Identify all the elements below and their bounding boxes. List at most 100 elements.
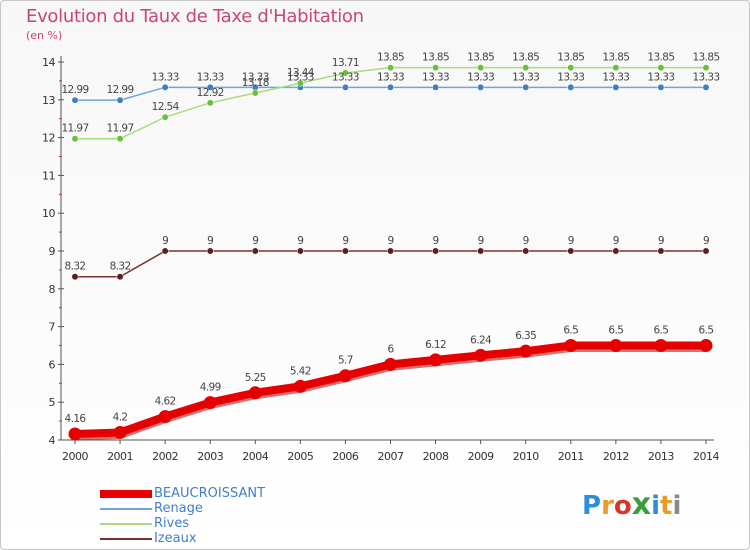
data-label: 6.24 — [470, 334, 492, 346]
data-point — [702, 64, 710, 72]
data-point — [702, 247, 710, 255]
data-label: 6.12 — [425, 339, 446, 351]
x-tick-label: 2003 — [197, 450, 223, 463]
data-point — [387, 64, 394, 72]
data-label: 13.33 — [287, 71, 314, 83]
data-point — [432, 64, 440, 72]
data-label: 6.5 — [653, 325, 668, 337]
data-label: 13.18 — [242, 77, 269, 89]
data-point — [612, 64, 620, 72]
data-point — [296, 79, 304, 87]
data-point — [477, 64, 485, 72]
data-label: 13.33 — [377, 71, 404, 83]
data-point — [71, 135, 79, 143]
legend-swatch — [100, 523, 152, 525]
legend-label: BEAUCROISSANT — [154, 486, 266, 501]
data-point — [567, 64, 575, 72]
logo-letter: r — [601, 491, 614, 521]
data-label: 11.97 — [61, 123, 88, 135]
data-label: 9 — [703, 235, 709, 247]
data-point — [161, 83, 169, 91]
data-label: 13.44 — [287, 67, 315, 79]
data-label: 6.5 — [699, 325, 714, 337]
legend-label: Izeaux — [154, 531, 197, 546]
data-point — [522, 83, 530, 91]
data-label: 13.33 — [602, 71, 629, 83]
y-tick-label: 5 — [49, 396, 56, 409]
data-label: 9 — [658, 235, 664, 247]
data-label: 13.85 — [512, 52, 539, 64]
data-label: 9 — [342, 235, 348, 247]
data-point — [657, 64, 665, 72]
data-point — [609, 339, 623, 352]
data-point — [702, 83, 710, 91]
data-point — [384, 357, 397, 371]
data-point — [203, 396, 217, 410]
data-label: 4.16 — [65, 413, 87, 425]
data-point — [293, 379, 307, 393]
data-point — [341, 247, 349, 255]
legend-label: Rives — [154, 516, 190, 531]
data-point — [341, 83, 349, 91]
data-point — [474, 348, 488, 362]
data-label: 12.54 — [152, 101, 180, 113]
data-point — [522, 64, 530, 72]
legend-label: Renage — [154, 501, 203, 516]
x-tick-label: 2000 — [62, 450, 88, 463]
data-label: 9 — [613, 235, 619, 247]
x-tick-label: 2013 — [648, 450, 674, 463]
data-point — [296, 247, 304, 255]
data-point — [657, 247, 665, 255]
data-label: 13.33 — [242, 71, 269, 83]
data-label: 4.99 — [200, 382, 221, 394]
data-label: 13.33 — [332, 71, 359, 83]
y-tick-label: 10 — [42, 207, 55, 220]
data-point — [654, 339, 668, 352]
x-tick-label: 2009 — [468, 450, 494, 463]
y-tick-label: 7 — [49, 321, 56, 334]
data-label: 9 — [478, 235, 484, 247]
x-tick-label: 2006 — [332, 450, 358, 463]
x-tick-label: 2007 — [378, 450, 404, 463]
data-label: 6.35 — [515, 330, 536, 342]
data-point — [251, 247, 259, 255]
logo-letter: o — [613, 491, 632, 521]
data-label: 12.99 — [107, 84, 134, 96]
data-label: 13.85 — [467, 52, 494, 64]
data-label: 9 — [568, 235, 574, 247]
data-point — [161, 113, 169, 121]
data-label: 13.85 — [377, 52, 404, 64]
data-point — [567, 83, 575, 91]
data-point — [161, 247, 169, 255]
data-label: 13.33 — [647, 71, 674, 83]
y-tick-label: 12 — [42, 132, 55, 145]
data-point — [116, 273, 124, 281]
data-label: 5.42 — [290, 365, 311, 377]
data-point — [71, 96, 79, 104]
chart-title: Evolution du Taux de Taxe d'Habitation — [26, 6, 364, 27]
series-line — [75, 250, 706, 278]
data-label: 4.2 — [113, 411, 128, 423]
x-tick-label: 2008 — [423, 450, 449, 463]
y-tick-label: 14 — [42, 56, 55, 69]
data-label: 8.32 — [110, 261, 131, 273]
data-point — [158, 410, 172, 424]
logo-letter: i — [651, 491, 661, 521]
data-point — [116, 135, 124, 143]
data-label: 13.85 — [422, 52, 449, 64]
data-label: 12.99 — [61, 84, 88, 96]
data-point — [612, 83, 620, 91]
data-label: 13.33 — [692, 71, 719, 83]
data-point — [564, 339, 578, 352]
data-label: 9 — [523, 235, 529, 247]
logo-letter: t — [660, 491, 673, 521]
data-point — [519, 344, 533, 358]
data-point — [432, 247, 440, 255]
data-point — [477, 83, 485, 91]
data-label: 13.33 — [512, 71, 539, 83]
x-tick-label: 2010 — [513, 450, 539, 463]
logo-letter: P — [582, 491, 602, 521]
x-tick-label: 2014 — [693, 450, 719, 463]
data-label: 9 — [387, 235, 393, 247]
